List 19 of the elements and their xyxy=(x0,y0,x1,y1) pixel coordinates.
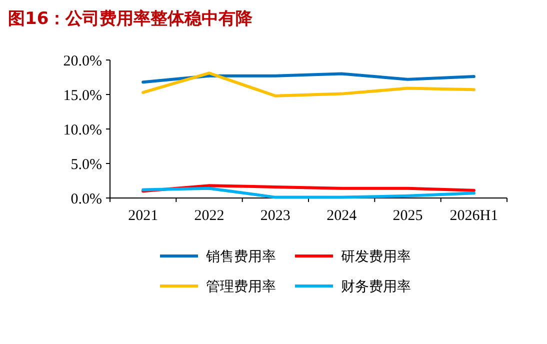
line-series xyxy=(142,186,476,199)
x-tick-label: 2023 xyxy=(260,208,290,224)
y-tick-label: 20.0% xyxy=(63,53,102,70)
y-tick-label: 0.0% xyxy=(70,191,102,208)
legend-label: 销售费用率 xyxy=(205,248,276,265)
y-tick-label: 15.0% xyxy=(63,88,102,104)
x-tick-label: 2022 xyxy=(194,208,224,224)
legend-label: 研发费用率 xyxy=(341,248,411,265)
line-series xyxy=(142,72,476,84)
line-series xyxy=(142,72,476,98)
legend-label: 财务费用率 xyxy=(341,278,411,295)
legend-label: 管理费用率 xyxy=(206,278,276,295)
y-tick-label: 10.0% xyxy=(63,122,102,138)
y-tick-label: 5.0% xyxy=(70,156,102,173)
x-tick-label: 2026H1 xyxy=(450,208,498,224)
chart-title: 图16：公司费用率整体稳中有降 xyxy=(8,9,254,29)
x-tick-label: 2021 xyxy=(128,208,158,224)
x-tick-label: 2025 xyxy=(392,208,423,224)
x-tick-label: 2024 xyxy=(326,208,358,224)
